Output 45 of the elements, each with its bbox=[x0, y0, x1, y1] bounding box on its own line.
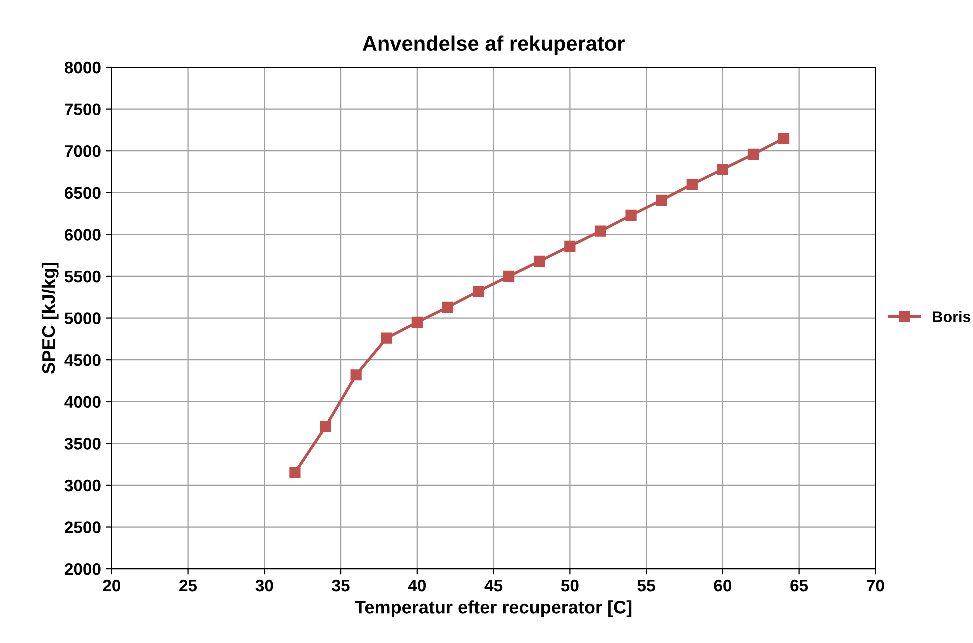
y-tick-label: 5000 bbox=[64, 312, 101, 324]
point bbox=[290, 467, 301, 478]
x-tick-label: 70 bbox=[867, 580, 884, 592]
y-tick-label: 3000 bbox=[64, 480, 101, 492]
x-tick-label: 60 bbox=[714, 580, 732, 592]
y-tick-label: 3500 bbox=[64, 438, 101, 450]
point bbox=[534, 256, 546, 267]
x-axis-title: Temperatur efter recuperator [C] bbox=[355, 600, 632, 618]
y-tick-label: 6500 bbox=[65, 187, 101, 200]
x-tick-label: 30 bbox=[256, 580, 274, 592]
y-tick-label: 8000 bbox=[64, 62, 101, 74]
x-tick-label: 35 bbox=[332, 580, 350, 592]
x-tick-label: 55 bbox=[638, 580, 656, 592]
y-tick-label: 4000 bbox=[64, 396, 101, 408]
point bbox=[748, 148, 760, 160]
x-tick-label: 45 bbox=[484, 580, 503, 592]
point bbox=[504, 270, 515, 282]
y-tick-label: 4500 bbox=[64, 354, 101, 366]
y-tick-label: 7000 bbox=[65, 146, 101, 158]
legend-label: Boris bbox=[933, 311, 971, 322]
point bbox=[320, 421, 332, 433]
point bbox=[626, 210, 637, 222]
y-tick-label: 5500 bbox=[64, 270, 101, 283]
x-tick-label: 25 bbox=[180, 580, 198, 592]
point bbox=[381, 332, 392, 344]
y-axis-title: SPEC [kJ/kg] bbox=[42, 263, 59, 374]
chart-title: Anvendelse af rekuperator bbox=[362, 36, 625, 56]
point bbox=[350, 370, 362, 381]
x-tick-label: 20 bbox=[103, 580, 120, 592]
x-tick-label: 65 bbox=[790, 580, 808, 592]
point bbox=[442, 302, 454, 313]
y-tick-label: 2000 bbox=[64, 563, 101, 576]
point bbox=[472, 286, 484, 298]
point bbox=[412, 316, 423, 328]
point bbox=[595, 226, 606, 237]
point bbox=[717, 164, 728, 176]
point bbox=[656, 194, 668, 206]
y-tick-label: 6000 bbox=[65, 229, 101, 241]
y-tick-label: 2500 bbox=[64, 522, 101, 534]
point bbox=[564, 240, 576, 252]
y-tick-label: 7500 bbox=[65, 104, 101, 116]
point bbox=[778, 133, 790, 144]
point bbox=[686, 178, 698, 190]
x-tick-label: 40 bbox=[408, 580, 426, 592]
x-tick-label: 50 bbox=[561, 580, 579, 592]
